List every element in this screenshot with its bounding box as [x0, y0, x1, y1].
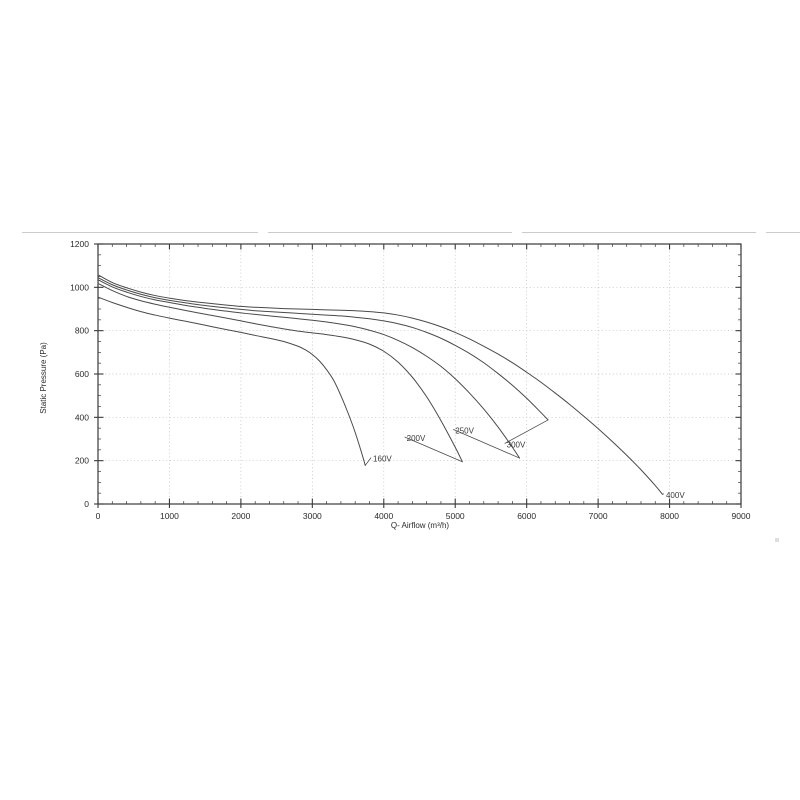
series-label-300v: 300V: [507, 441, 526, 450]
decorative-corner-mark: [775, 538, 779, 542]
series-leader-300v: [504, 419, 549, 444]
series-labels-layer: 160V 200V 250V 300V 400V: [373, 426, 685, 499]
series-lines-layer: [97, 274, 665, 495]
y-tick-label: 200: [75, 456, 89, 466]
series-label-160v: 160V: [373, 455, 392, 464]
series-curve-400v: [97, 274, 663, 495]
series-leader-250v: [453, 429, 520, 459]
y-tick-label: 800: [75, 326, 89, 336]
x-tick-label: 0: [96, 511, 101, 521]
separator-line-4: [766, 232, 800, 233]
y-tick-label: 0: [84, 499, 89, 509]
x-tick-label: 2000: [231, 511, 250, 521]
x-tick-label: 5000: [446, 511, 465, 521]
y-axis-title: Static Pressure (Pa): [39, 342, 48, 414]
x-tick-label: 6000: [517, 511, 536, 521]
separator-line-2: [268, 232, 512, 233]
separator-line-3: [522, 232, 756, 233]
x-tick-label: 8000: [660, 511, 679, 521]
series-curve-250v: [97, 279, 521, 459]
series-label-200v: 200V: [407, 434, 426, 443]
fan-performance-curve-chart: 0 1000 2000 3000 4000 5000 6000 7000 8000 9000 0 20…: [0, 228, 800, 553]
series-label-250v: 250V: [455, 426, 474, 435]
axes-layer: [97, 243, 742, 505]
x-tick-label: 7000: [589, 511, 608, 521]
x-tick-label: 4000: [374, 511, 393, 521]
series-curve-160v: [97, 296, 366, 466]
y-tick-label: 400: [75, 412, 89, 422]
x-tick-label: 1000: [160, 511, 179, 521]
x-axis-title: Q- Airflow (m³/h): [391, 521, 450, 530]
tick-labels-layer: 0 1000 2000 3000 4000 5000 6000 7000 8000 9000 0 20…: [70, 239, 751, 521]
ticks-layer: [94, 243, 742, 508]
separator-line-1: [22, 232, 258, 233]
x-tick-label: 9000: [732, 511, 751, 521]
chart-svg: 0 1000 2000 3000 4000 5000 6000 7000 8000 9000 0 20…: [39, 239, 751, 530]
x-tick-label: 3000: [303, 511, 322, 521]
series-label-400v: 400V: [666, 491, 685, 500]
y-tick-label: 1200: [70, 239, 89, 249]
grid-layer: [98, 244, 741, 504]
series-leader-200v: [404, 436, 463, 463]
series-curve-200v: [97, 282, 463, 463]
series-leader-160v: [364, 457, 372, 466]
y-tick-label: 1000: [70, 282, 89, 292]
series-curve-300v: [97, 277, 549, 421]
y-tick-label: 600: [75, 369, 89, 379]
axis-titles-layer: Q- Airflow (m³/h) Static Pressure (Pa): [39, 342, 449, 530]
